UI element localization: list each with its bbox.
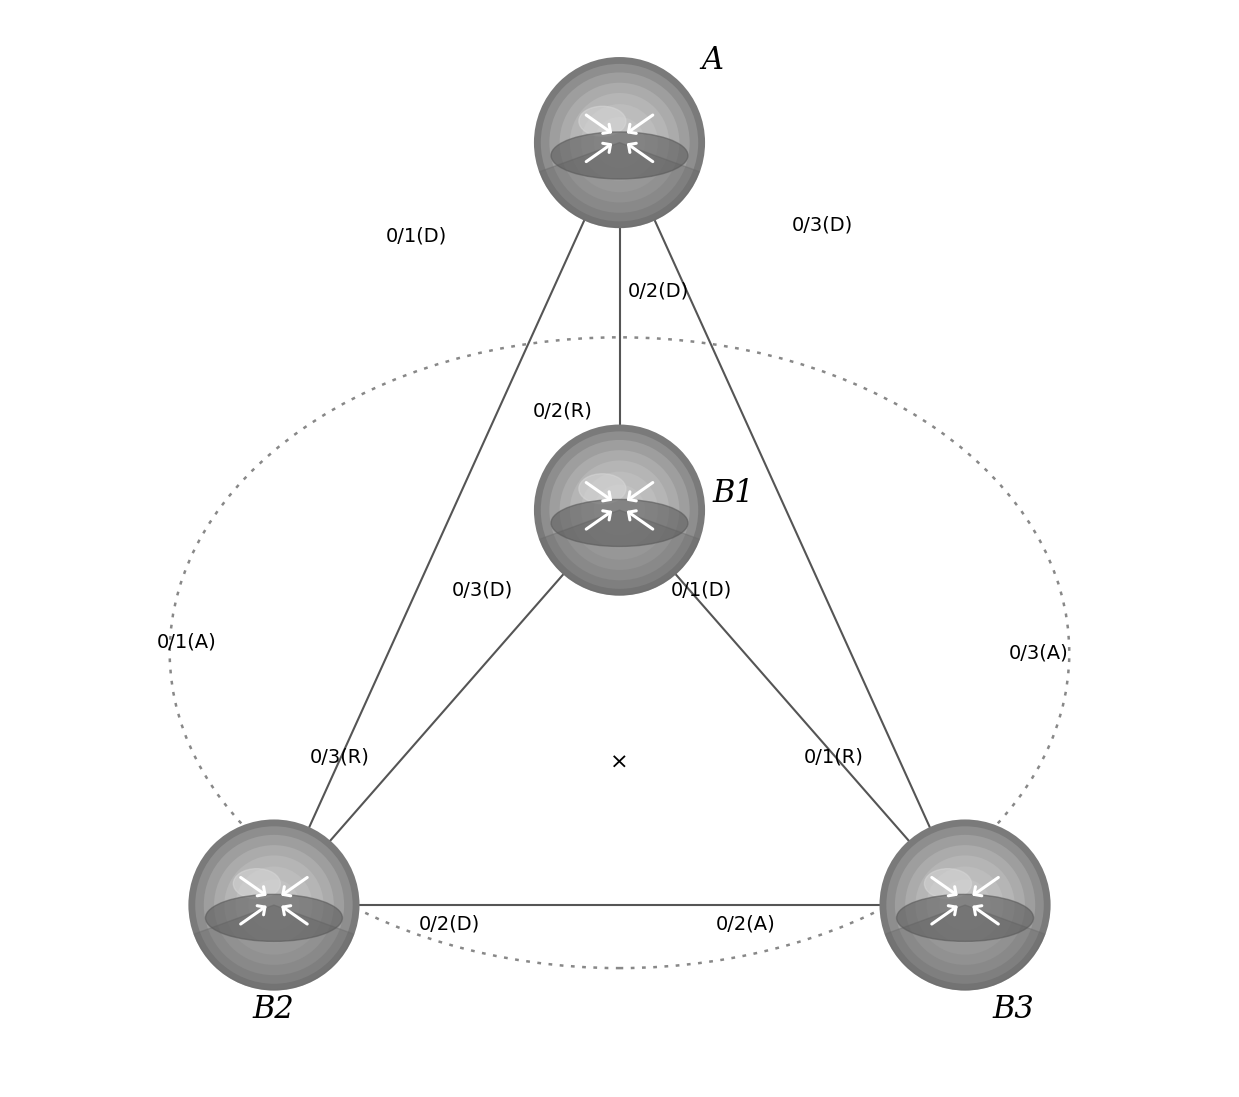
Wedge shape [886, 905, 1044, 989]
Circle shape [906, 845, 1025, 965]
Circle shape [534, 425, 705, 596]
Circle shape [593, 485, 646, 535]
Text: 0/1(R): 0/1(R) [803, 747, 864, 767]
Ellipse shape [579, 474, 626, 504]
Circle shape [581, 104, 658, 181]
Circle shape [570, 93, 669, 192]
Text: B3: B3 [992, 994, 1035, 1025]
Circle shape [235, 867, 312, 943]
Circle shape [886, 826, 1043, 984]
Circle shape [560, 450, 679, 570]
Wedge shape [540, 143, 699, 227]
Ellipse shape [233, 869, 280, 898]
Circle shape [549, 72, 690, 213]
Text: 0/3(D): 0/3(D) [452, 580, 513, 600]
Text: 0/1(D): 0/1(D) [672, 580, 732, 600]
Circle shape [916, 856, 1015, 954]
Circle shape [203, 835, 344, 975]
Circle shape [196, 826, 353, 984]
Ellipse shape [206, 894, 342, 941]
Text: B2: B2 [252, 994, 294, 1025]
Circle shape [927, 867, 1004, 943]
Text: 0/1(D): 0/1(D) [385, 226, 447, 246]
Text: 0/3(R): 0/3(R) [310, 747, 369, 767]
Ellipse shape [551, 132, 688, 179]
Wedge shape [195, 905, 353, 989]
Circle shape [581, 472, 658, 548]
Circle shape [939, 880, 991, 930]
Circle shape [570, 461, 669, 559]
Circle shape [560, 82, 679, 203]
Text: B1: B1 [712, 478, 755, 509]
Text: 0/2(D): 0/2(D) [627, 281, 689, 301]
Text: 0/2(D): 0/2(D) [419, 914, 479, 934]
Circle shape [224, 856, 323, 954]
Ellipse shape [551, 499, 688, 546]
Ellipse shape [579, 106, 626, 136]
Circle shape [895, 835, 1036, 975]
Text: ×: × [610, 753, 629, 772]
Text: 0/3(D): 0/3(D) [792, 215, 854, 235]
Ellipse shape [924, 869, 971, 898]
Wedge shape [540, 510, 699, 595]
Circle shape [214, 845, 333, 965]
Circle shape [540, 431, 699, 589]
Circle shape [880, 819, 1051, 991]
Circle shape [593, 117, 646, 168]
Text: 0/3(A): 0/3(A) [1009, 643, 1068, 663]
Circle shape [248, 880, 300, 930]
Text: 0/1(A): 0/1(A) [156, 632, 216, 652]
Circle shape [188, 819, 359, 991]
Ellipse shape [897, 894, 1033, 941]
Circle shape [534, 57, 705, 228]
Text: 0/2(R): 0/2(R) [533, 402, 592, 421]
Circle shape [540, 64, 699, 222]
Circle shape [549, 440, 690, 580]
Text: A: A [701, 45, 724, 76]
Text: 0/2(A): 0/2(A) [716, 914, 776, 934]
